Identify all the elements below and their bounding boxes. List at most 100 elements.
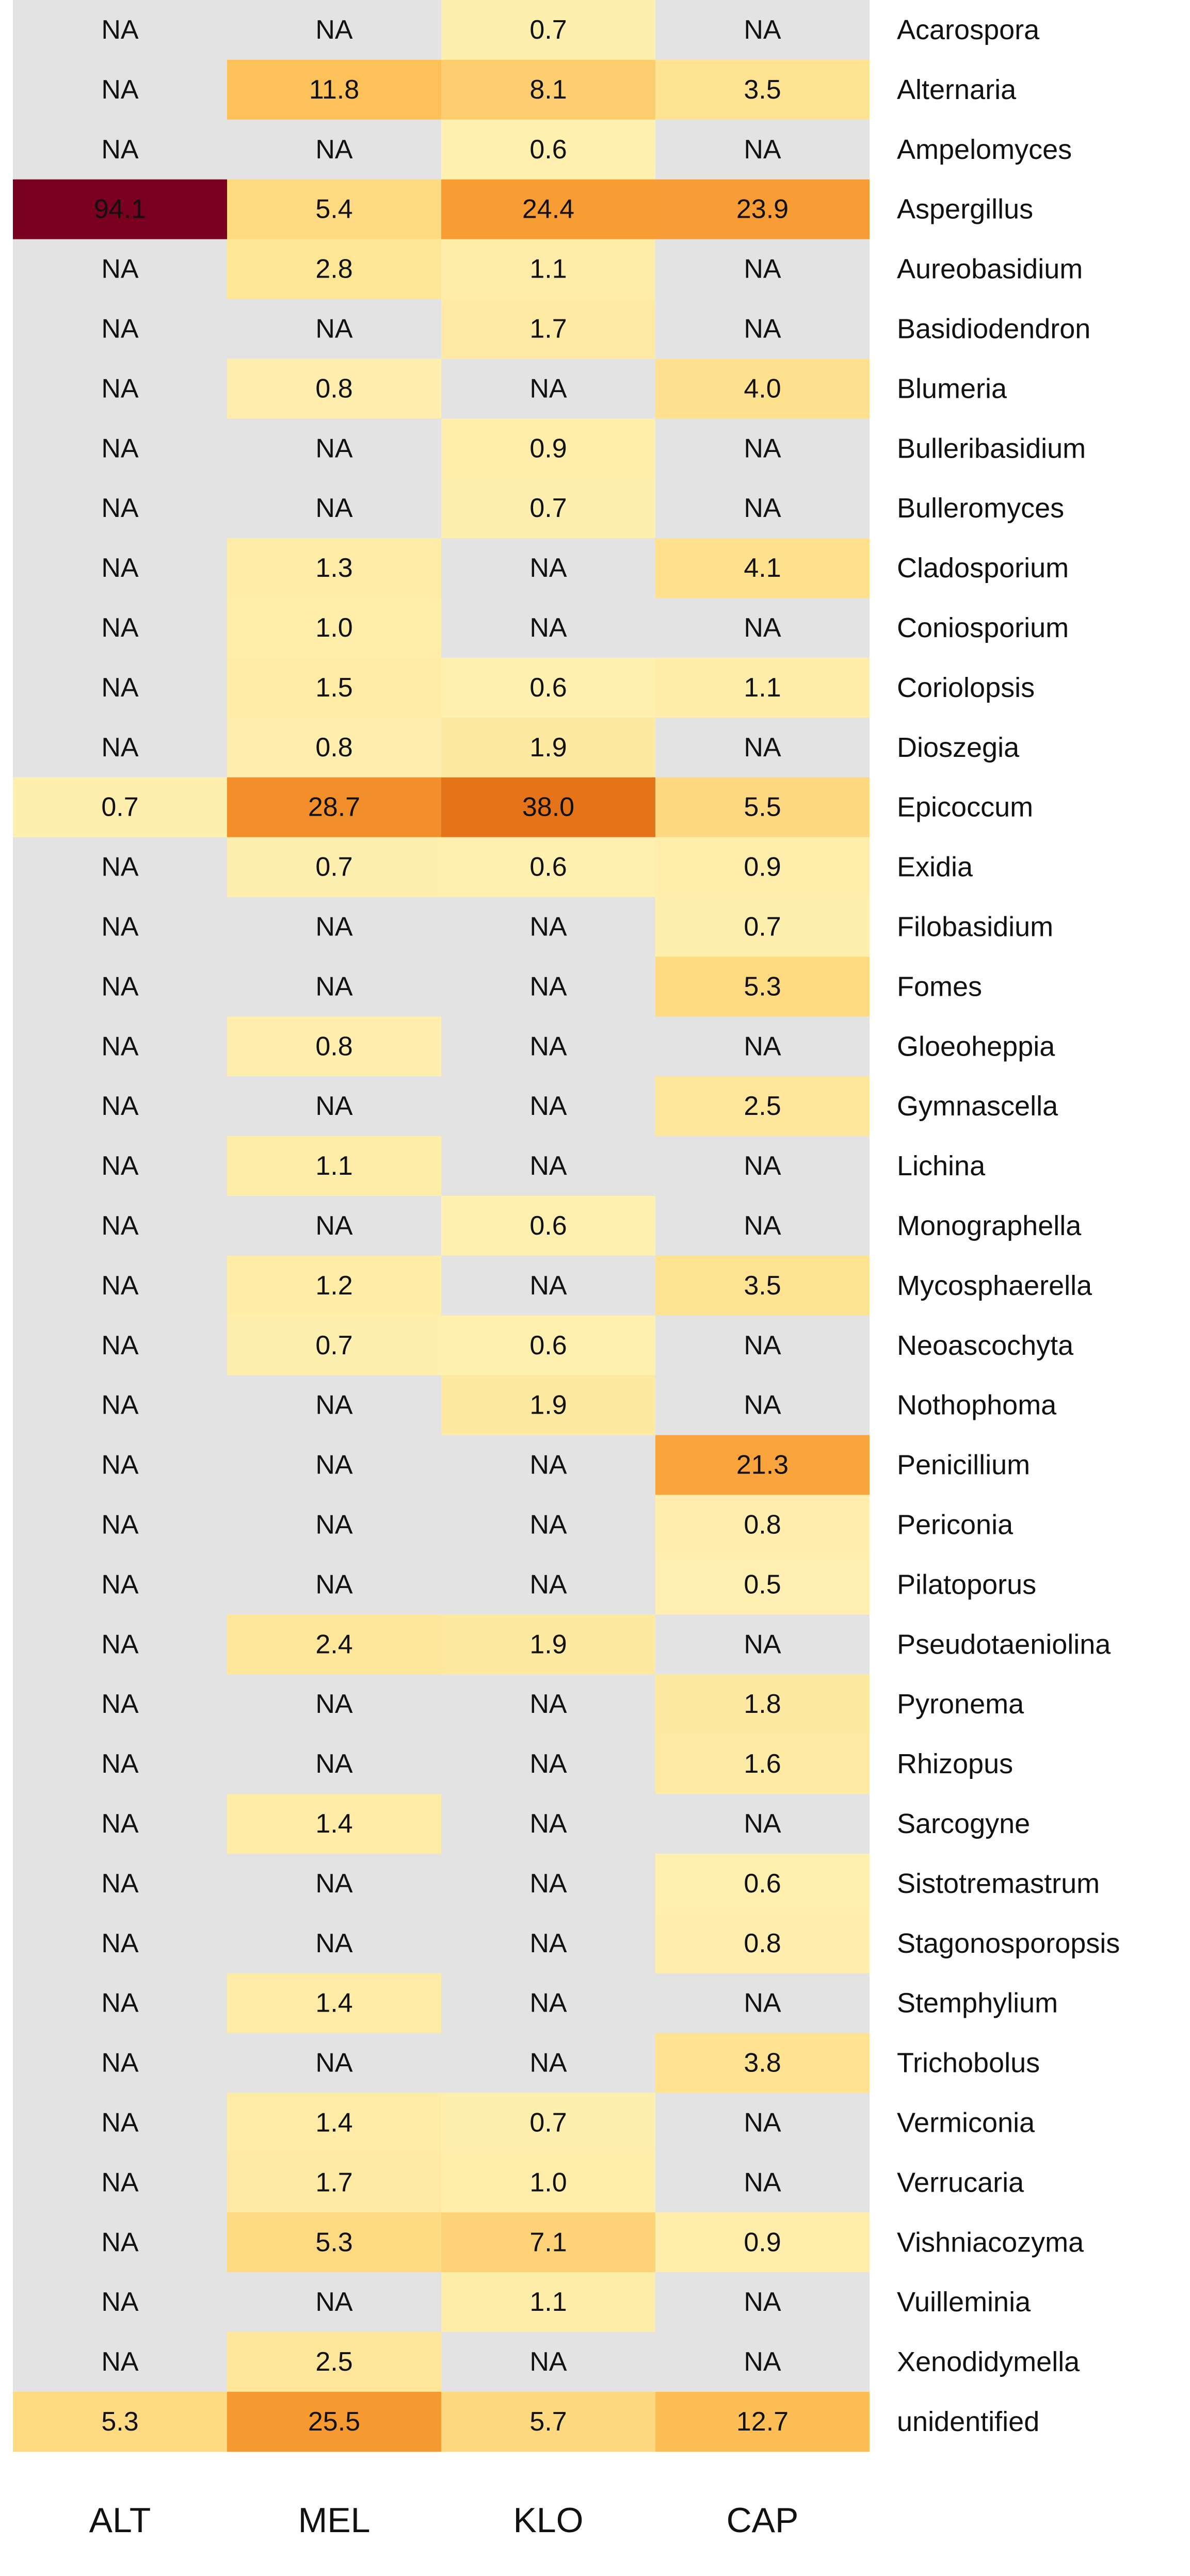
row-label: Coniosporium — [897, 612, 1069, 643]
row-label: Pseudotaeniolina — [897, 1629, 1111, 1660]
heatmap-cell — [655, 1554, 870, 1615]
cell-value-label: 5.5 — [744, 792, 781, 822]
heatmap-cell — [655, 1495, 870, 1555]
heatmap-cell — [227, 2392, 441, 2452]
heatmap-cell — [227, 957, 441, 1017]
cell-value-label: NA — [101, 1869, 139, 1899]
heatmap-cell — [655, 1674, 870, 1735]
heatmap-cell — [227, 897, 441, 957]
heatmap-cell — [655, 897, 870, 957]
heatmap-cell — [13, 359, 227, 419]
cell-value-label: NA — [101, 1749, 139, 1779]
cell-value-label: NA — [315, 971, 353, 1001]
cell-value-label: 0.7 — [529, 15, 567, 45]
heatmap-cell — [227, 179, 441, 240]
cell-value-label: 0.6 — [529, 852, 567, 882]
heatmap-cell — [13, 2392, 227, 2452]
heatmap-cell — [13, 2212, 227, 2273]
heatmap-cell — [441, 359, 655, 419]
heatmap-cell — [13, 897, 227, 957]
heatmap-cell — [655, 1196, 870, 1256]
heatmap-cell — [655, 1016, 870, 1077]
cell-value-label: 1.0 — [529, 2167, 567, 2197]
cell-value-label: NA — [744, 254, 781, 284]
cell-value-label: NA — [101, 314, 139, 344]
cell-value-label: NA — [744, 2108, 781, 2137]
row-label: Aureobasidium — [897, 254, 1083, 285]
heatmap-cell — [227, 777, 441, 838]
heatmap-cell — [655, 2152, 870, 2213]
cell-value-label: NA — [529, 1091, 567, 1121]
cell-value-label: 1.2 — [315, 1271, 352, 1301]
column-labels: ALT MEL KLO CAP — [89, 2501, 799, 2540]
heatmap-cell — [655, 1913, 870, 1974]
cell-value-label: NA — [529, 1271, 567, 1301]
cell-value-label: 1.1 — [744, 673, 781, 703]
heatmap-cell — [441, 1794, 655, 1854]
heatmap-cell — [13, 2332, 227, 2392]
heatmap-cell — [227, 837, 441, 897]
heatmap-cell — [655, 957, 870, 1017]
cell-value-label: 2.8 — [315, 254, 352, 284]
cell-value-label: NA — [101, 493, 139, 523]
heatmap-cell — [13, 1853, 227, 1914]
heatmap-cell — [655, 0, 870, 60]
cell-value-label: 5.3 — [744, 971, 781, 1001]
cell-value-label: NA — [101, 254, 139, 284]
row-label: Penicillium — [897, 1450, 1030, 1481]
cell-value-label: 5.7 — [529, 2407, 567, 2437]
heatmap-cell — [13, 957, 227, 1017]
cell-value-label: 0.8 — [744, 1510, 781, 1540]
heatmap-cell — [655, 59, 870, 120]
row-label: Aspergillus — [897, 194, 1033, 225]
heatmap-cell — [227, 2332, 441, 2392]
cell-value-label: 1.0 — [315, 613, 352, 643]
heatmap-cell — [227, 1196, 441, 1256]
cell-value-label: NA — [101, 553, 139, 583]
cell-value-label: 5.3 — [101, 2407, 138, 2437]
cell-value-label: NA — [101, 75, 139, 105]
heatmap-cell — [441, 2152, 655, 2213]
cell-value-label: NA — [744, 1629, 781, 1659]
heatmap-cell — [441, 1196, 655, 1256]
cell-value-label: 0.9 — [744, 2227, 781, 2257]
heatmap-cell — [13, 777, 227, 838]
row-label: Xenodidymella — [897, 2346, 1080, 2377]
heatmap-cell — [441, 2392, 655, 2452]
cell-value-label: 0.8 — [315, 733, 352, 763]
cell-value-label: NA — [529, 1151, 567, 1181]
heatmap-cell — [227, 717, 441, 778]
cell-value-label: NA — [101, 433, 139, 463]
cell-value-label: NA — [744, 1031, 781, 1061]
row-label: unidentified — [897, 2406, 1039, 2437]
heatmap-cell — [13, 1674, 227, 1735]
heatmap-cell — [441, 1614, 655, 1675]
cell-value-label: NA — [529, 1569, 567, 1599]
heatmap-cell — [655, 538, 870, 598]
cell-value-label: NA — [529, 1929, 567, 1958]
cell-value-label: NA — [315, 1510, 353, 1540]
heatmap-cell — [227, 418, 441, 479]
cell-value-label: NA — [744, 135, 781, 165]
heatmap-cell — [13, 717, 227, 778]
row-label: Coriolopsis — [897, 672, 1035, 703]
heatmap-cell — [227, 1136, 441, 1196]
cell-value-label: 0.6 — [744, 1869, 781, 1899]
heatmap-cell — [441, 59, 655, 120]
row-label: Bulleromyces — [897, 493, 1064, 524]
heatmap-cell — [13, 2093, 227, 2153]
heatmap-cell — [13, 1076, 227, 1137]
cell-value-label: NA — [315, 135, 353, 165]
heatmap-cell — [227, 657, 441, 718]
heatmap-cell — [655, 478, 870, 539]
heatmap-cell — [441, 2093, 655, 2153]
heatmap-cell — [655, 359, 870, 419]
row-label: Vermiconia — [897, 2107, 1035, 2138]
heatmap-cell — [655, 418, 870, 479]
heatmap-cell — [655, 1136, 870, 1196]
cell-value-label: 0.7 — [529, 2108, 567, 2137]
row-label: Sarcogyne — [897, 1808, 1030, 1839]
cell-value-label: NA — [315, 1390, 353, 1420]
heatmap-cell — [13, 598, 227, 658]
row-label: Filobasidium — [897, 911, 1053, 942]
